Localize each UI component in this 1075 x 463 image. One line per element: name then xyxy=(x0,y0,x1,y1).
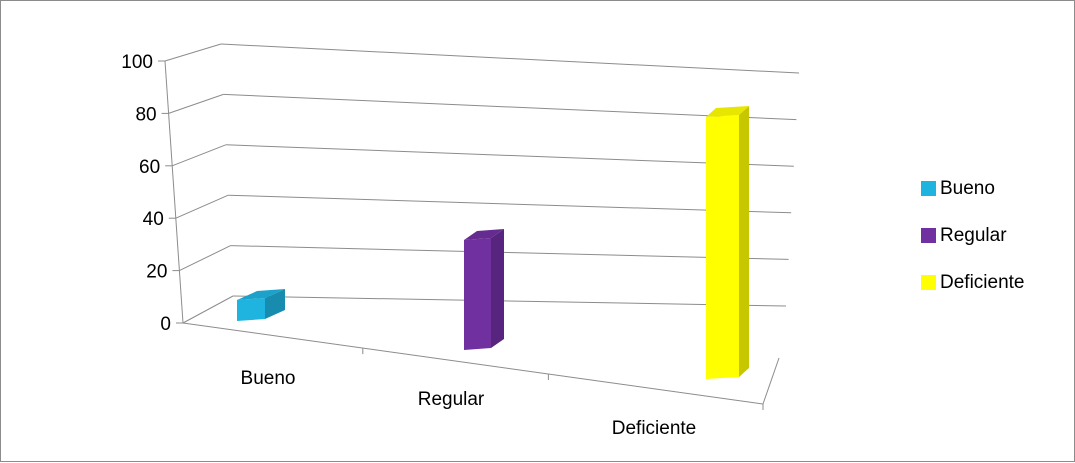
legend-label-bueno: Bueno xyxy=(940,177,995,199)
bar-regular-top xyxy=(464,228,504,240)
y-tick-label-80: 80 xyxy=(135,104,156,125)
side-gridline-0 xyxy=(182,295,234,324)
side-gridline-40 xyxy=(175,194,229,219)
legend-swatch-deficiente xyxy=(921,275,936,290)
legend-swatch-regular xyxy=(921,228,936,243)
floor-front-edge xyxy=(182,322,764,405)
bar-bueno-front xyxy=(237,298,265,321)
legend-item-regular: Regular xyxy=(921,223,1025,248)
bar-deficiente-top xyxy=(706,106,749,117)
chart-legend: Bueno Regular Deficiente xyxy=(921,176,1025,317)
legend-item-bueno: Bueno xyxy=(921,176,1025,201)
legend-label-deficiente: Deficiente xyxy=(940,271,1025,293)
legend-swatch-bueno xyxy=(921,181,936,196)
side-gridline-100 xyxy=(164,43,222,62)
side-gridline-80 xyxy=(168,93,224,114)
legend-item-deficiente: Deficiente xyxy=(921,270,1025,295)
back-gridline-20 xyxy=(230,245,789,260)
back-gridline-80 xyxy=(223,93,797,121)
y-tick-label-40: 40 xyxy=(143,209,164,230)
side-gridline-20 xyxy=(179,245,231,272)
bar-deficiente-side xyxy=(739,106,749,377)
y-axis-line xyxy=(164,60,184,324)
bar-regular-front xyxy=(464,237,491,350)
bar-bueno-side xyxy=(265,289,285,319)
back-gridline-0 xyxy=(232,295,787,307)
x-tick-label-bueno: Bueno xyxy=(241,368,296,389)
y-tick-label-20: 20 xyxy=(146,262,167,283)
legend-label-regular: Regular xyxy=(940,224,1007,246)
back-gridline-100 xyxy=(220,43,800,74)
bar-deficiente-front xyxy=(706,115,739,379)
bar-bueno-top xyxy=(237,289,285,301)
bar-regular-side xyxy=(491,228,504,348)
y-tick-label-100: 100 xyxy=(121,52,153,73)
y-tick-label-60: 60 xyxy=(139,157,160,178)
back-gridline-60 xyxy=(225,144,794,167)
back-gridline-40 xyxy=(228,194,792,214)
y-tick-label-0: 0 xyxy=(160,314,171,335)
x-tick-label-regular: Regular xyxy=(418,389,485,410)
side-gridline-60 xyxy=(172,144,226,167)
floor-right-edge xyxy=(762,357,780,405)
x-tick-label-deficiente: Deficiente xyxy=(612,418,697,439)
